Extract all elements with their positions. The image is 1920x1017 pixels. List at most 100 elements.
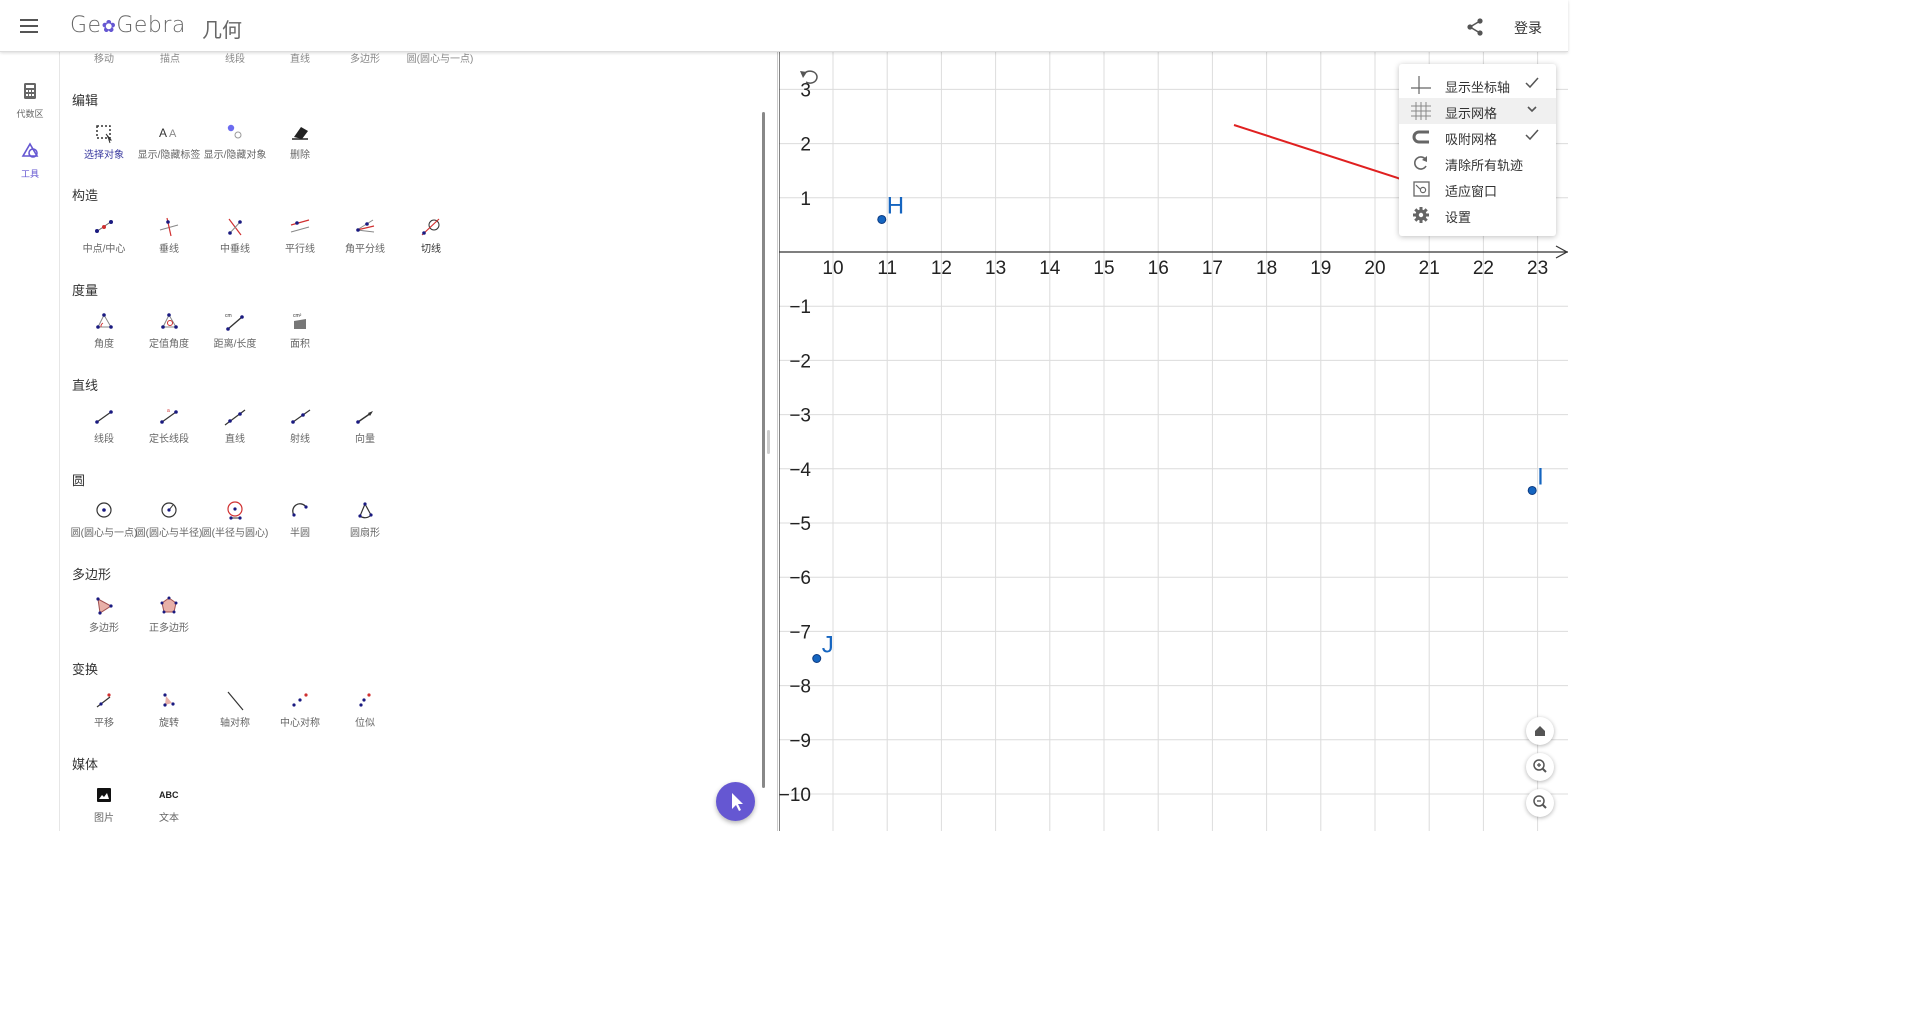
semicircle-icon [292, 503, 308, 517]
tool-label-polygon[interactable]: 多边形 [350, 54, 380, 65]
x-tick-label: 20 [1364, 258, 1385, 279]
select-objects-icon [96, 125, 113, 144]
x-tick-label: 19 [1310, 258, 1331, 279]
zoom-out-button[interactable] [1526, 789, 1554, 817]
tool-reflect-point[interactable]: 中心对称 [265, 690, 335, 729]
section-title-edit: 编辑 [72, 93, 99, 108]
menu-item-show-grid[interactable]: 显示网格 [1399, 98, 1556, 124]
tool-rotate[interactable]: 旋转 [134, 690, 204, 729]
tool-circular-sector[interactable]: 圆扇形 [330, 500, 400, 539]
menu-item-fit-window[interactable]: 适应窗口 [1399, 176, 1556, 202]
chevron-down-icon [1527, 106, 1537, 113]
section-title-measure: 度量 [72, 283, 99, 298]
x-tick-label: 17 [1202, 258, 1223, 279]
svg-text:A: A [169, 128, 177, 140]
text-abc-icon: ABC [159, 790, 179, 800]
tools-scrollbar[interactable] [762, 112, 765, 788]
tool-angle[interactable]: 角度 [69, 311, 139, 350]
y-tick-label: −4 [789, 460, 811, 481]
tool-distance[interactable]: cm 距离/长度 [213, 313, 257, 350]
x-axis-arrow [1555, 245, 1568, 259]
eraser-icon [292, 127, 308, 140]
hamburger-menu-icon[interactable] [18, 16, 40, 36]
area-icon: cm² [293, 313, 306, 329]
tool-dilate[interactable]: 位似 [330, 690, 400, 729]
tool-angle-bisector[interactable]: 角平分线 [330, 216, 400, 255]
tool-label-line[interactable]: 直线 [290, 54, 310, 65]
gear-icon [1413, 207, 1429, 223]
circle-center-radius-icon [161, 502, 177, 518]
point-j[interactable] [812, 654, 822, 663]
menu-item-show-axes[interactable]: 显示坐标轴 [1399, 72, 1556, 98]
tool-perpendicular-bisector[interactable]: 中垂线 [200, 216, 270, 255]
point-label-j: J [822, 632, 834, 659]
tool-ray[interactable]: 射线 [265, 406, 335, 445]
circular-sector-icon [358, 502, 373, 519]
tools-panel [60, 52, 778, 831]
reflect-point-icon [292, 693, 308, 707]
zoom-in-button[interactable] [1526, 753, 1554, 781]
move-tool-fab[interactable] [716, 782, 755, 821]
tool-label-circle[interactable]: 圆(圆心与一点) [406, 54, 474, 65]
segment-icon [95, 410, 113, 424]
panel-resize-handle[interactable] [767, 430, 770, 454]
tool-circle-center-point[interactable]: 圆(圆心与一点) [69, 500, 139, 539]
rail-item-tools[interactable]: 工具 [0, 142, 60, 180]
tool-delete[interactable]: 删除 [265, 122, 335, 161]
tool-line[interactable]: 直线 [200, 406, 270, 445]
tool-image[interactable]: 图片 [69, 785, 139, 824]
tool-midpoint[interactable]: 中点/中心 [69, 216, 139, 255]
tool-segment-fixed[interactable]: a 定长线段 [149, 408, 189, 445]
angle-fixed-icon [161, 313, 178, 329]
vector-icon [356, 411, 373, 424]
tool-polygon[interactable]: 多边形 [69, 595, 139, 634]
home-view-button[interactable] [1526, 717, 1554, 745]
undo-icon[interactable] [798, 68, 818, 84]
x-tick-label: 13 [985, 258, 1006, 279]
refresh-icon [1414, 156, 1427, 170]
svg-text:a: a [167, 408, 170, 414]
graphics-view[interactable]: 10 11 12 13 14 15 16 17 18 19 20 21 22 23 3 2 1 −1 −2 −3 −4−… [779, 52, 1568, 831]
tool-semicircle[interactable]: 半圆 [265, 500, 335, 539]
rail-item-algebra[interactable]: 代数区 [0, 82, 60, 120]
tool-show-hide-object[interactable]: 显示/隐藏对象 [200, 122, 270, 161]
y-tick-label: 2 [800, 135, 811, 156]
tool-area[interactable]: cm² 面积 [290, 313, 310, 350]
login-button[interactable]: 登录 [1514, 20, 1542, 36]
calculator-icon [24, 83, 36, 99]
cursor-arrow-icon [732, 793, 743, 811]
tool-text[interactable]: ABC 文本 [134, 785, 204, 824]
tool-tangent[interactable]: 切线 [396, 216, 466, 255]
coordinate-grid[interactable]: 10 11 12 13 14 15 16 17 18 19 20 21 22 23321−1−2−3−4−… [779, 52, 1568, 831]
tool-regular-polygon[interactable]: 正多边形 [134, 595, 204, 634]
menu-item-clear-traces[interactable]: 清除所有轨迹 [1399, 150, 1556, 176]
menu-item-snap-to-grid[interactable]: 吸附网格 [1399, 124, 1556, 150]
circle-center-point-icon [96, 502, 112, 518]
tool-label-move[interactable]: 移动 [94, 54, 114, 65]
line-icon [224, 409, 246, 426]
point-i[interactable] [1527, 485, 1537, 495]
checkmark-icon [1525, 129, 1539, 141]
tool-vector[interactable]: 向量 [330, 406, 400, 445]
point-h[interactable] [877, 214, 887, 224]
tool-select-objects[interactable]: 选择对象 [69, 122, 139, 161]
tool-perpendicular[interactable]: 垂线 [134, 216, 204, 255]
tool-reflect-line[interactable]: 轴对称 [200, 690, 270, 729]
show-hide-object-icon [227, 124, 242, 139]
tool-translate[interactable]: 平移 [69, 690, 139, 729]
tool-circle-compass[interactable]: 圆(半径与圆心) [200, 500, 270, 539]
tool-segment[interactable]: 线段 [69, 406, 139, 445]
share-icon[interactable] [1464, 16, 1486, 38]
tool-angle-fixed[interactable]: 定值角度 [134, 311, 204, 350]
tool-label-segment[interactable]: 线段 [225, 54, 245, 65]
tool-circle-center-radius[interactable]: 圆(圆心与半径) [134, 500, 204, 539]
y-tick-label: −2 [789, 351, 811, 372]
tool-parallel[interactable]: 平行线 [265, 216, 335, 255]
menu-item-settings[interactable]: 设置 [1399, 202, 1556, 228]
parallel-line-icon [290, 219, 310, 233]
tool-label-point[interactable]: 描点 [160, 54, 180, 65]
section-title-polygons: 多边形 [72, 567, 112, 582]
checkmark-icon [1525, 77, 1539, 89]
svg-text:cm²: cm² [293, 313, 302, 319]
